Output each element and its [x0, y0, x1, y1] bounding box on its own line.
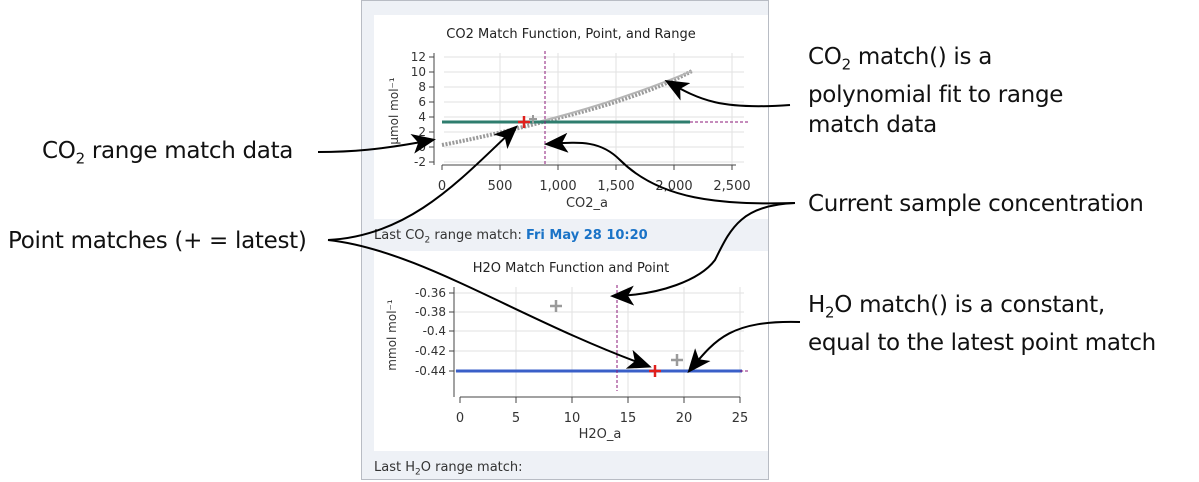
co2-xtick: 500 [488, 179, 513, 194]
h2o-ytick: -0.36 [415, 286, 446, 300]
co2-grid [444, 53, 744, 165]
co2-xlabel: CO2_a [566, 196, 608, 211]
h2o-xtick: 15 [620, 411, 637, 426]
instrument-panel: CO2 Match Function, Point, and Range [361, 0, 769, 480]
co2-point-match [529, 115, 537, 123]
h2o-ytick: -0.44 [415, 364, 446, 378]
co2-y-ticks [429, 56, 434, 163]
co2-range-data [441, 69, 693, 147]
co2-range-match-date: Fri May 28 10:20 [525, 228, 648, 243]
co2-xtick: 0 [438, 179, 446, 194]
co2-xtick: 1,500 [597, 179, 634, 194]
h2o-ylabel: mmol mol⁻¹ [385, 299, 399, 371]
h2o-xtick: 0 [456, 411, 464, 426]
h2o-xlabel: H2O_a [579, 427, 622, 442]
co2-plot-card: CO2 Match Function, Point, and Range [374, 15, 768, 219]
h2o-plot-card: H2O Match Function and Point [374, 251, 768, 451]
h2o-status-line: Last H2O range match: [374, 460, 523, 478]
co2-ylabel: µmol mol⁻¹ [387, 77, 401, 145]
callout-h2o-match: H2O match() is a constant, equal to the … [808, 292, 1156, 356]
callout-co2-match: CO2 match() is a polynomial fit to range… [808, 44, 1064, 138]
co2-ytick: 8 [418, 80, 426, 94]
co2-ytick: 6 [418, 95, 426, 109]
h2o-ytick: -0.38 [415, 305, 446, 319]
h2o-point-match [671, 354, 683, 366]
co2-xtick: 2,000 [655, 179, 692, 194]
co2-plot-title: CO2 Match Function, Point, and Range [446, 27, 696, 42]
h2o-point-match [550, 300, 562, 312]
h2o-xtick: 5 [512, 411, 520, 426]
co2-xtick: 2,500 [713, 179, 750, 194]
h2o-ytick: -0.42 [415, 344, 446, 358]
co2-ytick: 2 [418, 125, 426, 139]
co2-ytick: 10 [411, 65, 426, 79]
co2-chart: 12 10 8 6 4 2 0 -2 0 500 1,000 1,500 2,0… [387, 50, 751, 211]
h2o-y-ticks [449, 292, 454, 372]
callout-co2-range: CO2 range match data [42, 138, 294, 168]
callout-current-sample: Current sample concentration [808, 191, 1144, 217]
co2-status-line: Last CO2 range match: Fri May 28 10:20 [374, 228, 648, 246]
co2-x-ticks [441, 165, 733, 170]
co2-latest-point-match [518, 116, 530, 128]
co2-ytick: 12 [411, 50, 426, 64]
co2-ytick: 4 [418, 110, 426, 124]
h2o-grid [454, 287, 744, 397]
co2-xtick: 1,000 [539, 179, 576, 194]
h2o-xtick: 25 [732, 411, 749, 426]
h2o-xtick: 10 [564, 411, 581, 426]
h2o-ytick: -0.4 [423, 324, 446, 338]
co2-ytick: -2 [414, 155, 426, 169]
h2o-x-ticks [459, 397, 741, 403]
h2o-xtick: 20 [676, 411, 693, 426]
h2o-latest-point-match [649, 365, 661, 377]
callout-point-matches: Point matches (+ = latest) [8, 228, 307, 254]
co2-ytick: 0 [418, 140, 426, 154]
h2o-chart: -0.36 -0.38 -0.4 -0.42 -0.44 0 5 10 15 2… [385, 285, 750, 442]
